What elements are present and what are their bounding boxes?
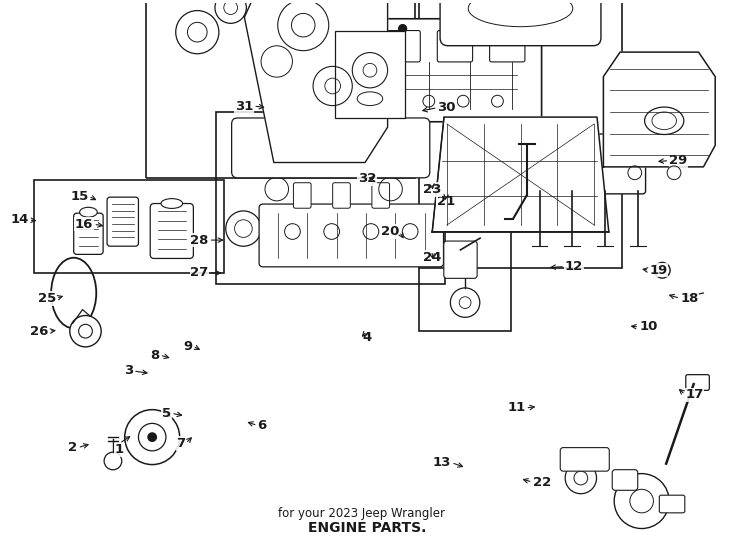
Text: 9: 9: [184, 340, 193, 353]
Circle shape: [175, 11, 219, 54]
FancyBboxPatch shape: [232, 118, 430, 178]
Text: 10: 10: [639, 320, 658, 333]
FancyBboxPatch shape: [444, 241, 477, 278]
Text: 14: 14: [10, 213, 29, 226]
Circle shape: [402, 224, 418, 239]
FancyBboxPatch shape: [440, 0, 601, 46]
Ellipse shape: [79, 207, 97, 217]
Circle shape: [504, 25, 511, 32]
Text: 32: 32: [358, 172, 377, 185]
Text: 12: 12: [565, 260, 584, 273]
Text: 31: 31: [235, 99, 253, 112]
Bar: [335, 31, 405, 118]
Circle shape: [363, 224, 379, 239]
Text: 23: 23: [423, 183, 441, 196]
FancyBboxPatch shape: [291, 79, 326, 98]
Text: 26: 26: [30, 325, 48, 338]
Circle shape: [655, 262, 670, 278]
Circle shape: [565, 462, 597, 494]
Ellipse shape: [449, 168, 493, 187]
Text: 3: 3: [124, 364, 133, 377]
Circle shape: [614, 474, 669, 529]
Circle shape: [451, 288, 480, 318]
FancyBboxPatch shape: [385, 31, 421, 62]
Bar: [216, 112, 446, 284]
FancyBboxPatch shape: [316, 19, 542, 122]
Circle shape: [70, 315, 101, 347]
Ellipse shape: [161, 199, 183, 208]
Circle shape: [324, 224, 340, 239]
Text: 4: 4: [363, 331, 371, 344]
Circle shape: [125, 410, 180, 464]
Text: 22: 22: [533, 476, 550, 489]
Polygon shape: [603, 52, 715, 167]
Text: 18: 18: [680, 292, 699, 305]
FancyBboxPatch shape: [372, 183, 390, 208]
Circle shape: [570, 191, 586, 207]
Text: 16: 16: [75, 218, 93, 231]
FancyBboxPatch shape: [333, 183, 350, 208]
FancyBboxPatch shape: [333, 31, 368, 62]
Text: 11: 11: [507, 401, 526, 415]
FancyBboxPatch shape: [259, 204, 443, 267]
Text: 28: 28: [190, 234, 208, 247]
Text: 5: 5: [162, 407, 171, 420]
FancyBboxPatch shape: [294, 183, 311, 208]
Bar: [419, 229, 511, 331]
Circle shape: [148, 432, 157, 442]
Text: ENGINE PARTS.: ENGINE PARTS.: [308, 521, 426, 535]
FancyBboxPatch shape: [612, 470, 638, 490]
Text: 17: 17: [686, 388, 703, 401]
Circle shape: [399, 25, 407, 32]
Text: 7: 7: [176, 437, 186, 450]
Text: 30: 30: [437, 101, 456, 114]
FancyBboxPatch shape: [659, 495, 685, 513]
FancyBboxPatch shape: [560, 448, 609, 471]
FancyBboxPatch shape: [294, 59, 326, 77]
Text: 6: 6: [258, 419, 267, 432]
FancyBboxPatch shape: [686, 375, 709, 390]
Circle shape: [451, 25, 459, 32]
Circle shape: [215, 0, 247, 23]
Bar: [419, 0, 622, 268]
Polygon shape: [432, 117, 608, 232]
Text: 19: 19: [650, 264, 667, 277]
Bar: [146, 0, 415, 178]
Circle shape: [285, 224, 300, 239]
Text: 20: 20: [381, 225, 399, 238]
Text: 1: 1: [115, 443, 124, 456]
Text: 13: 13: [433, 456, 451, 469]
FancyBboxPatch shape: [107, 197, 139, 246]
Text: 27: 27: [190, 266, 208, 279]
Text: 21: 21: [437, 194, 455, 207]
FancyBboxPatch shape: [437, 31, 473, 62]
Circle shape: [346, 25, 355, 32]
FancyBboxPatch shape: [150, 204, 193, 259]
Text: for your 2023 Jeep Wrangler: for your 2023 Jeep Wrangler: [278, 507, 456, 520]
Text: 2: 2: [68, 441, 78, 454]
Text: 15: 15: [70, 190, 88, 202]
FancyBboxPatch shape: [490, 31, 525, 62]
Text: 29: 29: [669, 154, 688, 167]
FancyBboxPatch shape: [73, 213, 103, 254]
Polygon shape: [244, 0, 388, 163]
Bar: [34, 180, 224, 273]
Text: 25: 25: [37, 292, 56, 305]
Text: 24: 24: [423, 251, 441, 264]
FancyBboxPatch shape: [522, 134, 646, 194]
Circle shape: [104, 452, 122, 470]
Text: 8: 8: [150, 348, 160, 361]
